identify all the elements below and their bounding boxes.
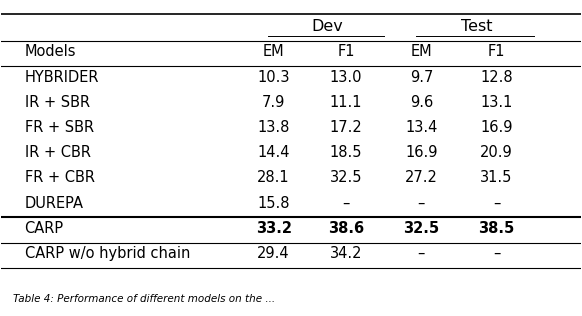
Text: FR + CBR: FR + CBR	[24, 170, 94, 185]
Text: –: –	[418, 246, 425, 261]
Text: 10.3: 10.3	[257, 70, 290, 84]
Text: 13.4: 13.4	[405, 120, 438, 135]
Text: 9.7: 9.7	[410, 70, 433, 84]
Text: FR + SBR: FR + SBR	[24, 120, 94, 135]
Text: IR + SBR: IR + SBR	[24, 95, 90, 110]
Text: 27.2: 27.2	[405, 170, 438, 185]
Text: 32.5: 32.5	[330, 170, 362, 185]
Text: 17.2: 17.2	[329, 120, 363, 135]
Text: 33.2: 33.2	[255, 221, 292, 236]
Text: 13.8: 13.8	[257, 120, 290, 135]
Text: EM: EM	[263, 44, 285, 59]
Text: 9.6: 9.6	[410, 95, 433, 110]
Text: 28.1: 28.1	[257, 170, 290, 185]
Text: 7.9: 7.9	[262, 95, 285, 110]
Text: F1: F1	[488, 44, 505, 59]
Text: IR + CBR: IR + CBR	[24, 145, 91, 160]
Text: 11.1: 11.1	[330, 95, 362, 110]
Text: 12.8: 12.8	[480, 70, 513, 84]
Text: 29.4: 29.4	[257, 246, 290, 261]
Text: 20.9: 20.9	[480, 145, 513, 160]
Text: HYBRIDER: HYBRIDER	[24, 70, 99, 84]
Text: CARP: CARP	[24, 221, 63, 236]
Text: 38.5: 38.5	[478, 221, 514, 236]
Text: –: –	[493, 246, 501, 261]
Text: 13.1: 13.1	[480, 95, 513, 110]
Text: –: –	[342, 196, 350, 211]
Text: 34.2: 34.2	[330, 246, 362, 261]
Text: 18.5: 18.5	[330, 145, 362, 160]
Text: 14.4: 14.4	[257, 145, 290, 160]
Text: DUREPA: DUREPA	[24, 196, 84, 211]
Text: –: –	[418, 196, 425, 211]
Text: –: –	[493, 196, 501, 211]
Text: Table 4: Performance of different models on the ...: Table 4: Performance of different models…	[13, 294, 275, 304]
Text: Test: Test	[460, 19, 492, 34]
Text: 16.9: 16.9	[480, 120, 513, 135]
Text: CARP w/o hybrid chain: CARP w/o hybrid chain	[24, 246, 190, 261]
Text: Dev: Dev	[311, 19, 343, 34]
Text: 31.5: 31.5	[480, 170, 513, 185]
Text: 32.5: 32.5	[403, 221, 439, 236]
Text: F1: F1	[338, 44, 355, 59]
Text: Models: Models	[24, 44, 76, 59]
Text: EM: EM	[410, 44, 432, 59]
Text: 13.0: 13.0	[330, 70, 362, 84]
Text: 38.6: 38.6	[328, 221, 364, 236]
Text: 15.8: 15.8	[257, 196, 290, 211]
Text: 16.9: 16.9	[405, 145, 438, 160]
